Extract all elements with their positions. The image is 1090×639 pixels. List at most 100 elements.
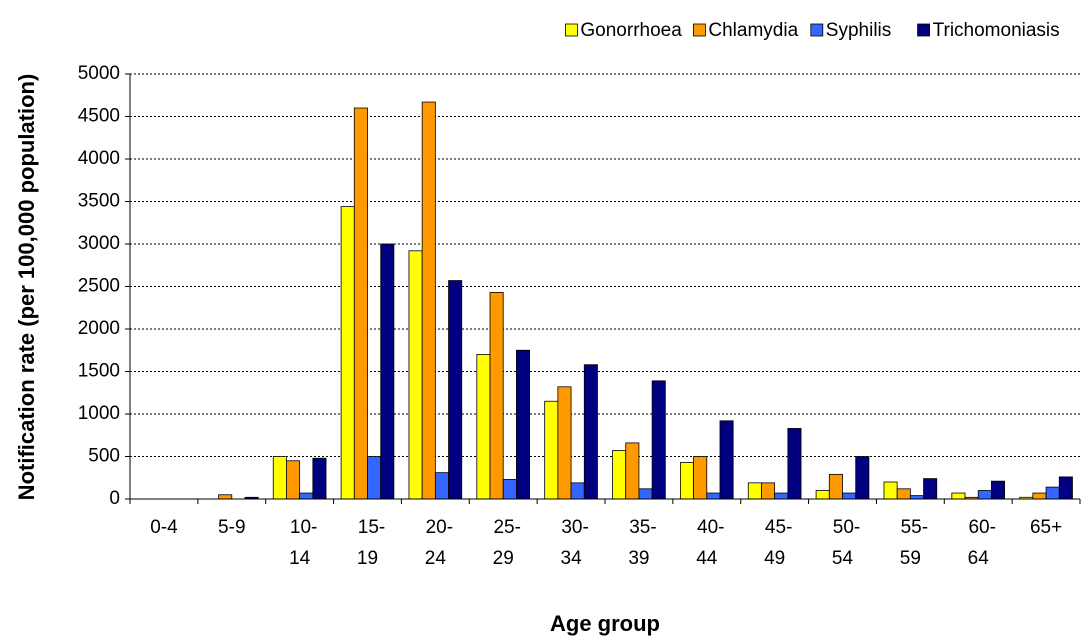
y-axis-title: Notification rate (per 100,000 populatio… bbox=[14, 74, 39, 501]
x-tick-label: 0-4 bbox=[150, 517, 178, 538]
x-tick-line: 24 bbox=[425, 548, 447, 569]
bar bbox=[476, 354, 491, 500]
bar bbox=[312, 457, 327, 500]
bar bbox=[218, 494, 233, 500]
bar bbox=[706, 492, 721, 500]
y-tick-label: 1000 bbox=[78, 403, 120, 424]
legend-label: Syphilis bbox=[826, 20, 891, 41]
x-tick-label: 15-19 bbox=[357, 517, 385, 569]
x-tick-line: 54 bbox=[832, 548, 854, 569]
bar bbox=[544, 400, 559, 500]
x-tick-label: 20-24 bbox=[425, 517, 453, 569]
y-tick-label: 2000 bbox=[78, 318, 120, 339]
bar bbox=[367, 456, 382, 500]
bar bbox=[299, 492, 314, 500]
bar bbox=[1032, 492, 1047, 500]
x-tick-line: 60- bbox=[968, 517, 995, 538]
y-tick-label: 4500 bbox=[78, 106, 120, 127]
x-tick-line: 15- bbox=[358, 517, 385, 538]
x-tick-label: 55-59 bbox=[900, 517, 928, 569]
bar bbox=[625, 442, 640, 500]
x-axis-title: Age group bbox=[550, 611, 660, 636]
bar bbox=[272, 456, 287, 500]
bar bbox=[761, 482, 776, 500]
x-tick-line: 39 bbox=[628, 548, 649, 569]
x-tick-label: 5-9 bbox=[218, 517, 245, 538]
x-tick-label: 40-44 bbox=[696, 517, 724, 569]
bar bbox=[434, 472, 449, 500]
x-tick-line: 55- bbox=[901, 517, 928, 538]
bar bbox=[408, 250, 423, 500]
y-tick-label: 500 bbox=[88, 446, 120, 467]
bar bbox=[774, 492, 789, 500]
x-tick-label: 25-29 bbox=[493, 517, 521, 569]
x-tick-line: 29 bbox=[493, 548, 514, 569]
x-tick-line: 64 bbox=[968, 548, 990, 569]
y-tick-label: 3500 bbox=[78, 191, 120, 212]
bar bbox=[448, 280, 463, 500]
bar bbox=[516, 349, 531, 500]
legend-label: Gonorrhoea bbox=[580, 20, 682, 41]
x-tick-line: 50- bbox=[833, 517, 860, 538]
legend-swatch bbox=[917, 23, 930, 37]
bar bbox=[651, 380, 666, 500]
x-tick-label: 30-34 bbox=[561, 517, 589, 569]
bar bbox=[747, 482, 762, 500]
bar bbox=[977, 490, 992, 500]
x-tick-line: 19 bbox=[357, 548, 378, 569]
x-tick-line: 25- bbox=[493, 517, 520, 538]
bar bbox=[828, 473, 843, 500]
bar bbox=[421, 101, 436, 500]
bar bbox=[502, 479, 517, 500]
x-tick-line: 44 bbox=[696, 548, 718, 569]
y-tick-label: 3000 bbox=[78, 233, 120, 254]
bar bbox=[693, 456, 708, 500]
bar bbox=[991, 480, 1006, 500]
bar bbox=[340, 206, 355, 500]
x-tick-line: 30- bbox=[561, 517, 588, 538]
x-tick-line: 49 bbox=[764, 548, 785, 569]
x-tick-label: 60-64 bbox=[968, 517, 996, 569]
bar bbox=[353, 107, 368, 500]
bar bbox=[638, 488, 653, 500]
bar bbox=[923, 478, 938, 500]
x-tick-label: 35-39 bbox=[628, 517, 656, 569]
bar bbox=[883, 481, 898, 500]
y-tick-label: 0 bbox=[109, 488, 120, 509]
bar bbox=[679, 462, 694, 500]
legend-label: Chlamydia bbox=[708, 20, 798, 41]
y-tick-label: 5000 bbox=[78, 63, 120, 84]
x-tick-label: 45-49 bbox=[764, 517, 792, 569]
x-tick-label: 50-54 bbox=[832, 517, 860, 569]
legend-swatch bbox=[693, 23, 706, 37]
x-tick-line: 20- bbox=[426, 517, 453, 538]
x-tick-line: 14 bbox=[289, 548, 311, 569]
bar bbox=[815, 490, 830, 500]
legend-swatch bbox=[810, 23, 824, 37]
bar bbox=[583, 364, 598, 500]
bar bbox=[951, 492, 966, 500]
x-tick-label: 65+ bbox=[1030, 517, 1062, 538]
x-tick-label: 10-14 bbox=[289, 517, 317, 569]
x-tick-line: 40- bbox=[697, 517, 724, 538]
bar bbox=[570, 482, 585, 500]
x-tick-line: 45- bbox=[765, 517, 792, 538]
legend-swatch bbox=[565, 23, 578, 37]
bar bbox=[1045, 486, 1060, 500]
bar bbox=[380, 243, 395, 500]
x-tick-line: 10- bbox=[290, 517, 317, 538]
y-tick-label: 1500 bbox=[78, 361, 120, 382]
bar bbox=[612, 450, 627, 500]
bar bbox=[1058, 476, 1073, 500]
bar bbox=[855, 456, 870, 500]
bar bbox=[896, 488, 911, 500]
legend-label: Trichomoniasis bbox=[933, 20, 1060, 41]
bar bbox=[489, 292, 504, 500]
x-tick-line: 34 bbox=[561, 548, 583, 569]
bar bbox=[557, 386, 572, 500]
bar bbox=[787, 428, 802, 500]
bar bbox=[909, 495, 924, 500]
x-tick-line: 35- bbox=[629, 517, 656, 538]
bar bbox=[286, 460, 301, 500]
